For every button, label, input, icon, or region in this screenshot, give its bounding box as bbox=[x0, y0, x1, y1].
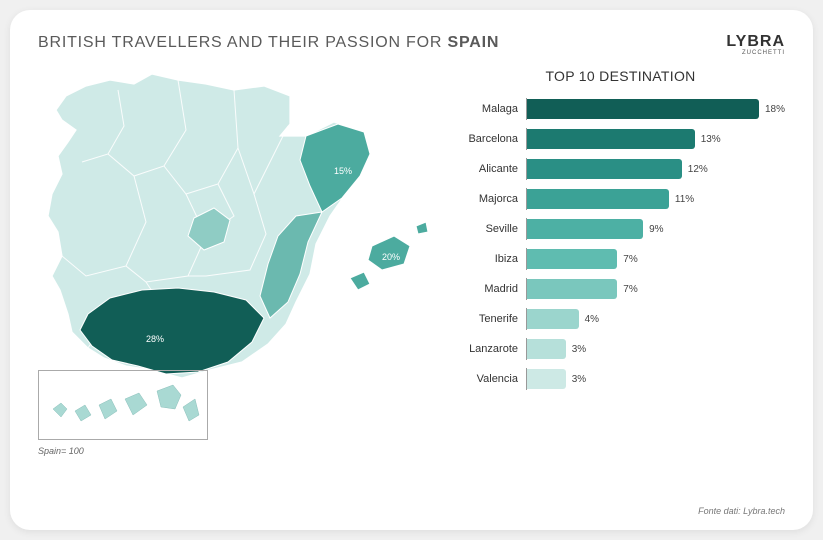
bar-fill bbox=[527, 189, 669, 209]
bar-fill bbox=[527, 159, 682, 179]
bar-value: 11% bbox=[675, 194, 694, 205]
bar-label: Valencia bbox=[456, 373, 526, 385]
bar-label: Barcelona bbox=[456, 133, 526, 145]
bar-value: 18% bbox=[765, 104, 785, 115]
bar-label: Seville bbox=[456, 223, 526, 235]
logo-sub: ZUCCHETTI bbox=[726, 50, 785, 56]
page-title: BRITISH TRAVELLERS AND THEIR PASSION FOR… bbox=[38, 34, 499, 52]
logo-main: LYBRA bbox=[726, 34, 785, 50]
bar-value: 7% bbox=[623, 254, 637, 265]
map-label-andalucia: 28% bbox=[146, 334, 164, 344]
bar-label: Malaga bbox=[456, 103, 526, 115]
bar-row: Alicante 12% bbox=[456, 158, 785, 180]
bar-fill bbox=[527, 279, 617, 299]
canaries-svg bbox=[39, 371, 209, 441]
infographic-card: BRITISH TRAVELLERS AND THEIR PASSION FOR… bbox=[10, 10, 813, 530]
bar-value: 3% bbox=[572, 374, 586, 385]
bar-row: Seville 9% bbox=[456, 218, 785, 240]
spain-map bbox=[38, 66, 438, 406]
header: BRITISH TRAVELLERS AND THEIR PASSION FOR… bbox=[38, 34, 785, 56]
bar-fill bbox=[527, 339, 566, 359]
chart-title: TOP 10 DESTINATION bbox=[456, 68, 785, 84]
bar-track: 12% bbox=[526, 158, 785, 180]
chart-column: TOP 10 DESTINATION Malaga 18% Barcelona 13%… bbox=[438, 62, 785, 482]
bar-fill bbox=[527, 129, 695, 149]
bar-track: 4% bbox=[526, 308, 785, 330]
map-inset-canaries bbox=[38, 370, 208, 440]
bar-value: 9% bbox=[649, 224, 663, 235]
bar-fill bbox=[527, 219, 643, 239]
bar-track: 11% bbox=[526, 188, 785, 210]
bar-label: Madrid bbox=[456, 283, 526, 295]
map-column: 28% 15% 20% Spain= 100 bbox=[38, 62, 438, 482]
bar-row: Madrid 7% bbox=[456, 278, 785, 300]
bar-fill bbox=[527, 99, 759, 119]
bar-track: 9% bbox=[526, 218, 785, 240]
bar-track: 13% bbox=[526, 128, 785, 150]
bar-label: Alicante bbox=[456, 163, 526, 175]
bar-value: 13% bbox=[701, 134, 721, 145]
bar-value: 7% bbox=[623, 284, 637, 295]
bar-track: 3% bbox=[526, 338, 785, 360]
map-inset-caption: Spain= 100 bbox=[38, 446, 84, 456]
source-footer: Fonte dati: Lybra.tech bbox=[698, 506, 785, 516]
bar-fill bbox=[527, 309, 579, 329]
bar-track: 7% bbox=[526, 278, 785, 300]
bar-row: Ibiza 7% bbox=[456, 248, 785, 270]
brand-logo: LYBRA ZUCCHETTI bbox=[726, 34, 785, 56]
bar-value: 4% bbox=[585, 314, 599, 325]
bar-label: Ibiza bbox=[456, 253, 526, 265]
bar-value: 12% bbox=[688, 164, 708, 175]
bar-fill bbox=[527, 369, 566, 389]
bar-value: 3% bbox=[572, 344, 586, 355]
bar-label: Tenerife bbox=[456, 313, 526, 325]
bar-row: Malaga 18% bbox=[456, 98, 785, 120]
bar-track: 3% bbox=[526, 368, 785, 390]
bar-label: Lanzarote bbox=[456, 343, 526, 355]
bar-row: Barcelona 13% bbox=[456, 128, 785, 150]
bar-row: Majorca 11% bbox=[456, 188, 785, 210]
bar-track: 7% bbox=[526, 248, 785, 270]
content-row: 28% 15% 20% Spain= 100 bbox=[38, 62, 785, 482]
bar-row: Tenerife 4% bbox=[456, 308, 785, 330]
map-label-catalonia: 15% bbox=[334, 166, 352, 176]
bar-chart: Malaga 18% Barcelona 13% Alicante 12% Majorca 1… bbox=[456, 98, 785, 390]
title-bold: SPAIN bbox=[447, 34, 499, 51]
bar-row: Valencia 3% bbox=[456, 368, 785, 390]
bar-fill bbox=[527, 249, 617, 269]
bar-label: Majorca bbox=[456, 193, 526, 205]
bar-row: Lanzarote 3% bbox=[456, 338, 785, 360]
title-prefix: BRITISH TRAVELLERS AND THEIR PASSION FOR bbox=[38, 34, 447, 51]
bar-track: 18% bbox=[526, 98, 785, 120]
map-label-balearics: 20% bbox=[382, 252, 400, 262]
